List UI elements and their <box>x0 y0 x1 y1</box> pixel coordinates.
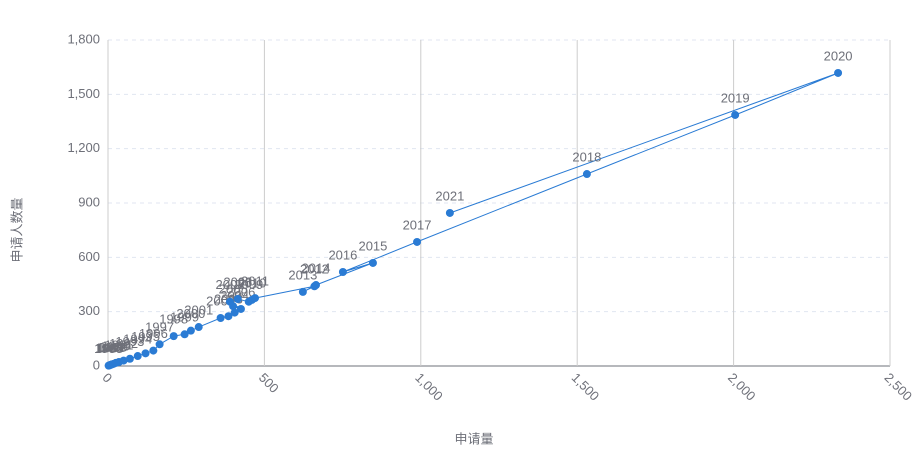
x-tick-label: 2,500 <box>881 370 915 404</box>
y-tick-label: 1,500 <box>67 86 100 101</box>
x-tick-label: 0 <box>99 370 115 386</box>
point-label: 2001 <box>184 302 213 317</box>
point-label: 2017 <box>403 217 432 232</box>
point <box>731 110 740 119</box>
point <box>413 237 422 246</box>
point-label: 2019 <box>721 90 750 105</box>
point-label: 1985 <box>94 341 123 356</box>
point <box>251 294 260 303</box>
x-tick-label: 500 <box>256 370 282 396</box>
point <box>230 308 239 317</box>
point <box>445 208 454 217</box>
point-label: 1990 <box>101 338 130 353</box>
point-label: 1994 <box>123 331 152 346</box>
point-label: 2009 <box>234 277 263 292</box>
point <box>155 340 164 349</box>
x-tick-label: 1,000 <box>412 370 446 404</box>
point-label: 1988 <box>97 340 126 355</box>
series-line <box>108 72 839 367</box>
y-axis-title: 申请人数量 <box>9 197 24 262</box>
point-label: 2012 <box>300 262 329 277</box>
point <box>186 326 195 335</box>
point <box>133 352 142 361</box>
point-label: 2010 <box>237 275 266 290</box>
y-tick-label: 0 <box>93 357 100 372</box>
point <box>582 170 591 179</box>
point-label: 2013 <box>288 267 317 282</box>
point-label: 1998 <box>159 312 188 327</box>
point <box>368 258 377 267</box>
point <box>298 287 307 296</box>
point-label: 1997 <box>145 320 174 335</box>
point <box>338 268 347 277</box>
x-axis-title: 申请量 <box>454 431 493 446</box>
point-label: 2007 <box>216 277 245 292</box>
point-label: 1995 <box>131 329 160 344</box>
y-tick-label: 1,200 <box>67 140 100 155</box>
point <box>236 304 245 313</box>
point-label: 1986 <box>95 341 124 356</box>
point <box>216 314 225 323</box>
point <box>194 323 203 332</box>
point-label: 2015 <box>358 238 387 253</box>
point-label: 2020 <box>824 48 853 63</box>
point <box>233 294 242 303</box>
point-label: 1991 <box>104 337 133 352</box>
point <box>169 332 178 341</box>
point <box>312 281 321 290</box>
y-tick-label: 900 <box>78 194 100 209</box>
point-label: 1992 <box>109 336 138 351</box>
point-label: 2008 <box>223 274 252 289</box>
point-label: 1993 <box>115 334 144 349</box>
y-tick-label: 300 <box>78 303 100 318</box>
point <box>225 297 234 306</box>
x-tick-label: 1,500 <box>569 370 603 404</box>
point <box>125 354 134 363</box>
point <box>119 356 128 365</box>
point-label: 1989 <box>99 339 128 354</box>
point-label: 1996 <box>139 326 168 341</box>
point <box>180 330 189 339</box>
y-tick-label: 600 <box>78 249 100 264</box>
y-tick-label: 1,800 <box>67 31 100 46</box>
point <box>141 349 150 358</box>
point <box>834 68 843 77</box>
point-label: 2016 <box>328 247 357 262</box>
point-label: 2018 <box>572 149 601 164</box>
point-label: 2021 <box>435 188 464 203</box>
x-tick-label: 2,000 <box>725 370 759 404</box>
point-label: 1987 <box>96 340 125 355</box>
point <box>149 346 158 355</box>
point-label: 2014 <box>302 260 331 275</box>
point-label: 2011 <box>241 274 269 289</box>
point-label: 1999 <box>170 310 199 325</box>
point <box>224 312 233 321</box>
point-label: 2005 <box>219 282 248 297</box>
point-label: 2006 <box>226 284 255 299</box>
point-label: 2000 <box>176 306 205 321</box>
